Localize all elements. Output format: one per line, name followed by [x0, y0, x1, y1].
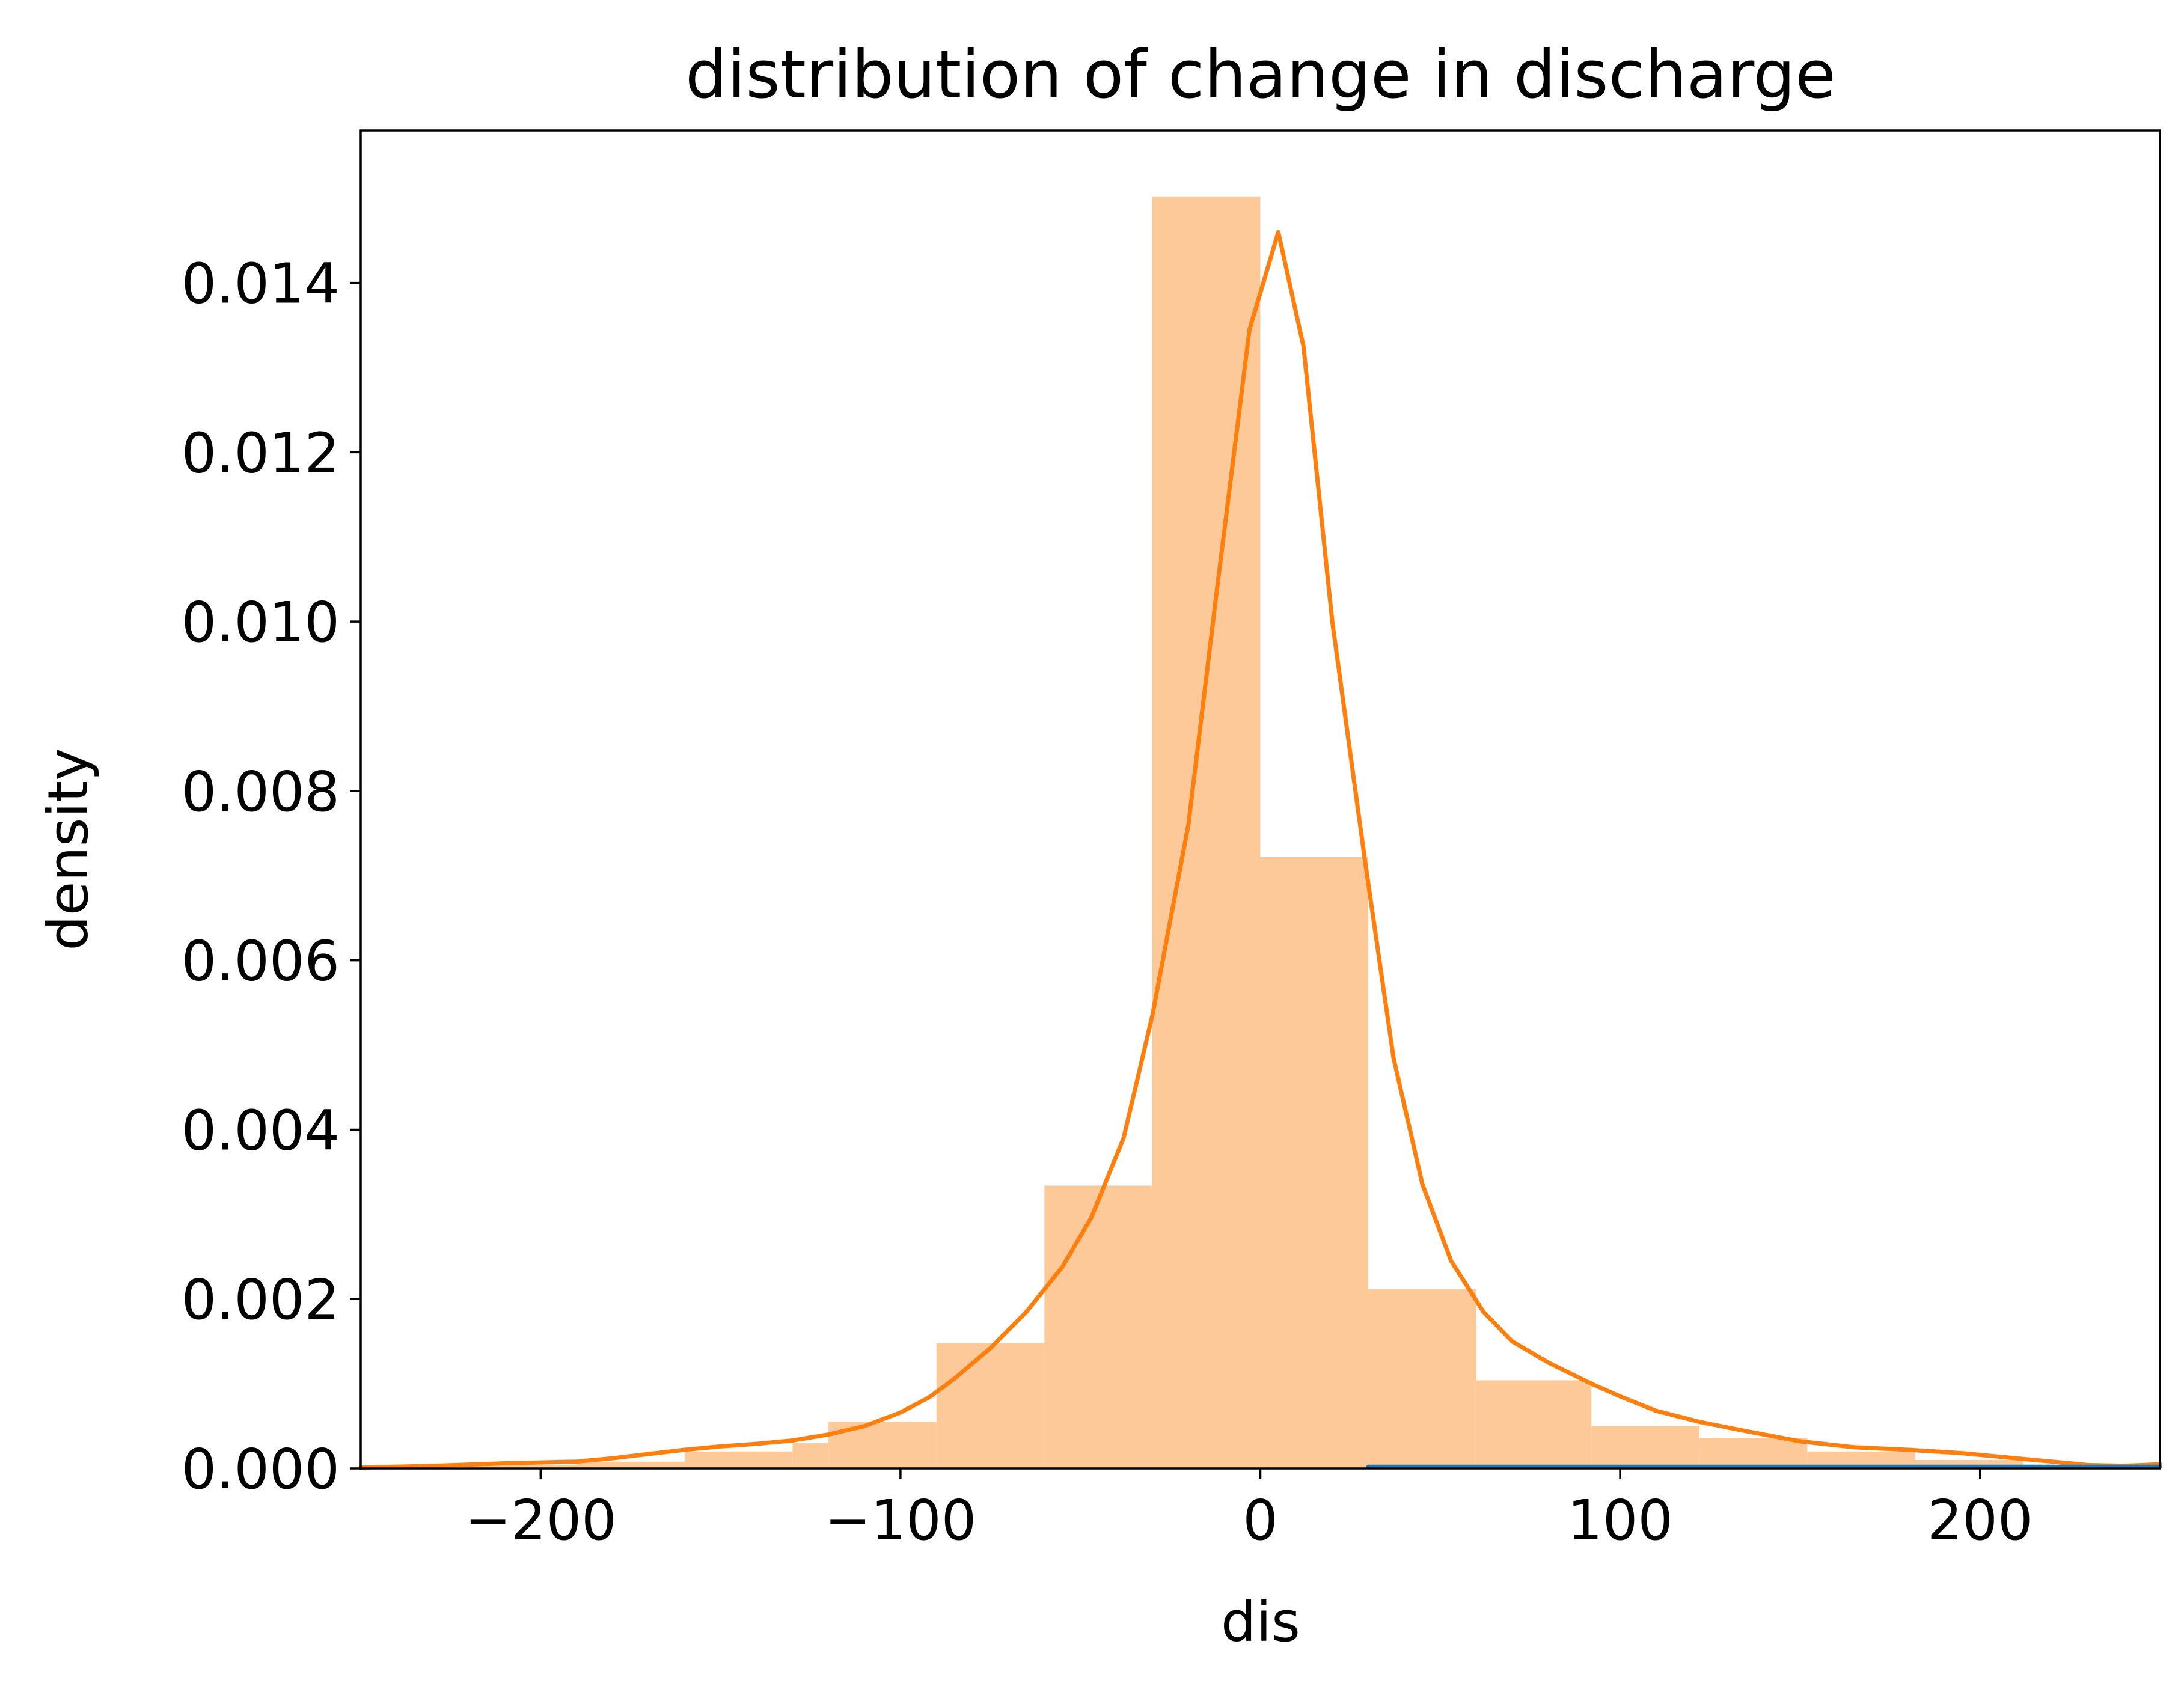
x-tick-label: 200	[1927, 1488, 2033, 1553]
x-tick-label: −200	[465, 1488, 617, 1553]
histogram-bar	[468, 1465, 577, 1468]
histogram-bar	[684, 1451, 793, 1468]
y-tick-label: 0.006	[182, 929, 340, 994]
x-tick-label: −100	[825, 1488, 977, 1553]
y-tick-label: 0.004	[182, 1098, 340, 1162]
histogram-bar	[1476, 1380, 1592, 1468]
y-axis-label: density	[36, 748, 100, 950]
x-axis-label: dis	[1221, 1590, 1300, 1654]
x-tick-label: 100	[1567, 1488, 1673, 1553]
histogram-bar	[577, 1461, 685, 1468]
x-axis-ticks: −200 −100 0 100 200	[465, 1468, 2033, 1553]
histogram-bar	[1152, 196, 1261, 1469]
series-line	[358, 230, 2162, 1470]
plot-area: −200 −100 0 100 200 0.0000.0020.0040.0060.00…	[182, 129, 2162, 1553]
x-tick-label: 0	[1243, 1488, 1278, 1553]
histogram-bar	[792, 1443, 829, 1468]
y-tick-label: 0.002	[182, 1268, 340, 1332]
histogram-bar	[1260, 857, 1369, 1468]
density-lines	[358, 230, 2162, 1470]
histogram-bars	[361, 196, 2160, 1469]
y-tick-label: 0.008	[182, 760, 340, 824]
histogram-bar	[1591, 1426, 1699, 1468]
histogram-bar	[936, 1343, 1045, 1468]
y-tick-label: 0.000	[182, 1437, 340, 1501]
y-tick-label: 0.014	[182, 252, 340, 316]
histogram-bar	[1044, 1185, 1152, 1468]
histogram-bar	[1699, 1438, 1808, 1468]
histogram-bar	[1368, 1289, 1476, 1468]
y-axis-ticks: 0.000 0.002 0.004 0.006 0.008 0.010 0.012 0.014	[182, 252, 361, 1501]
chart-title: distribution of change in discharge	[685, 36, 1836, 113]
y-tick-label: 0.010	[182, 590, 340, 655]
y-tick-label: 0.012	[182, 421, 340, 485]
